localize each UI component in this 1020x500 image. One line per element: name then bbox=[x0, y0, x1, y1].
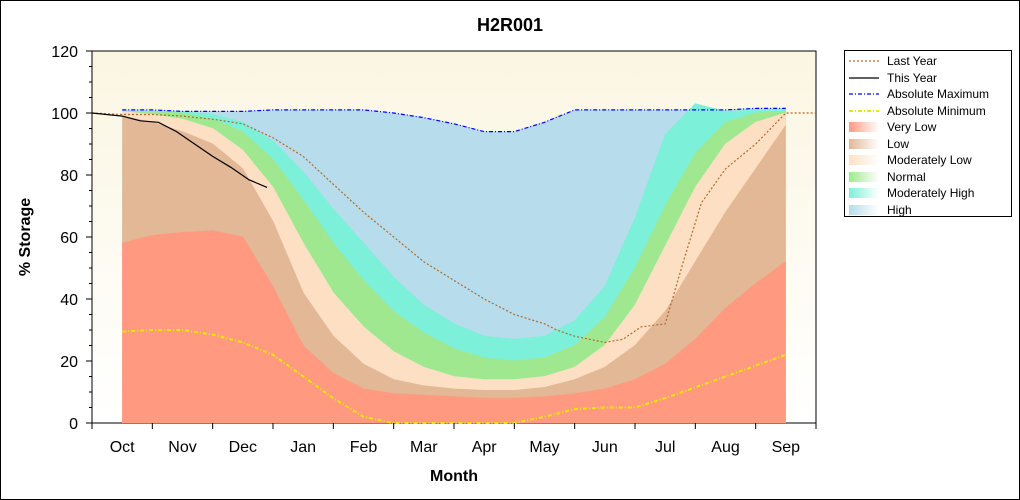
legend-swatch-low bbox=[849, 138, 879, 149]
legend-swatch-very-low bbox=[849, 122, 879, 132]
legend: Last Year This Year Absolute Maximum Absolu… bbox=[844, 50, 1012, 217]
legend-label: Last Year bbox=[887, 54, 938, 68]
legend-swatch-absolute-minimum bbox=[849, 104, 879, 118]
x-tick-label-jul: Jul bbox=[655, 439, 675, 456]
legend-swatch-last-year bbox=[849, 54, 879, 68]
band-edge-very-low bbox=[122, 230, 787, 399]
y-tick-label-120: 120 bbox=[51, 44, 78, 61]
legend-item-absolute-minimum: Absolute Minimum bbox=[845, 103, 1011, 119]
band-very-low bbox=[122, 230, 786, 423]
lines-layer bbox=[91, 107, 816, 424]
legend-item-absolute-maximum: Absolute Maximum bbox=[845, 86, 1011, 102]
x-tick-label-aug: Aug bbox=[711, 439, 739, 456]
y-tick-label-20: 20 bbox=[60, 354, 78, 371]
axes-layer: 0 20 40 60 80 100 120 Oct Nov Dec Jan Feb Mar Apr May J… bbox=[51, 44, 817, 456]
legend-item-high: High bbox=[845, 202, 1011, 218]
x-tick-label-feb: Feb bbox=[350, 439, 378, 456]
y-tick-label-40: 40 bbox=[60, 292, 78, 309]
legend-label: Absolute Maximum bbox=[887, 87, 990, 101]
legend-item-low: Low bbox=[845, 136, 1011, 152]
legend-label: Low bbox=[887, 136, 910, 151]
x-tick-label-sep: Sep bbox=[772, 439, 801, 456]
y-tick-label-0: 0 bbox=[69, 416, 78, 433]
legend-swatch-moderately-low bbox=[849, 155, 879, 165]
y-axis-label: % Storage bbox=[17, 198, 34, 276]
legend-label: Very Low bbox=[887, 120, 937, 134]
series-line-this-year bbox=[91, 112, 268, 188]
y-tick-label-100: 100 bbox=[51, 106, 78, 123]
legend-item-moderately-high: Moderately High bbox=[845, 185, 1011, 201]
x-tick-label-mar: Mar bbox=[410, 439, 438, 456]
chart-title: H2R001 bbox=[477, 15, 543, 35]
legend-swatch-high bbox=[849, 204, 879, 215]
legend-swatch-this-year bbox=[849, 71, 879, 85]
y-tick-label-80: 80 bbox=[60, 168, 78, 185]
x-tick-label-jan: Jan bbox=[290, 439, 316, 456]
bands-layer bbox=[122, 103, 787, 424]
band-edge-normal bbox=[122, 111, 786, 362]
legend-label: Moderately Low bbox=[887, 153, 972, 167]
x-tick-label-dec: Dec bbox=[229, 439, 257, 456]
legend-label: High bbox=[887, 202, 912, 217]
legend-item-very-low: Very Low bbox=[845, 119, 1011, 135]
legend-item-this-year: This Year bbox=[845, 70, 1011, 86]
x-tick-label-nov: Nov bbox=[168, 439, 196, 456]
legend-label: This Year bbox=[887, 70, 938, 85]
x-tick-label-apr: Apr bbox=[472, 439, 498, 456]
legend-item-normal: Normal bbox=[845, 169, 1011, 185]
x-tick-label-oct: Oct bbox=[110, 439, 135, 456]
x-tick-label-may: May bbox=[529, 439, 559, 456]
legend-item-last-year: Last Year bbox=[845, 53, 1011, 69]
legend-swatch-absolute-maximum bbox=[849, 87, 879, 101]
band-edge-moderately-high bbox=[122, 103, 786, 340]
legend-swatch-normal bbox=[849, 171, 879, 182]
legend-swatch-moderately-high bbox=[849, 188, 879, 198]
legend-item-moderately-low: Moderately Low bbox=[845, 152, 1011, 168]
x-tick-label-jun: Jun bbox=[592, 439, 618, 456]
y-tick-label-60: 60 bbox=[60, 230, 78, 247]
legend-label: Absolute Minimum bbox=[887, 103, 986, 118]
series-line-absolute-minimum bbox=[122, 329, 787, 424]
series-line-absolute-maximum bbox=[122, 107, 786, 133]
x-axis-label: Month bbox=[430, 468, 478, 485]
series-line-last-year bbox=[91, 112, 816, 344]
legend-label: Normal bbox=[887, 169, 926, 184]
legend-label: Moderately High bbox=[887, 186, 975, 200]
band-edge-low bbox=[122, 115, 787, 391]
band-edge-moderately-low bbox=[122, 111, 786, 380]
